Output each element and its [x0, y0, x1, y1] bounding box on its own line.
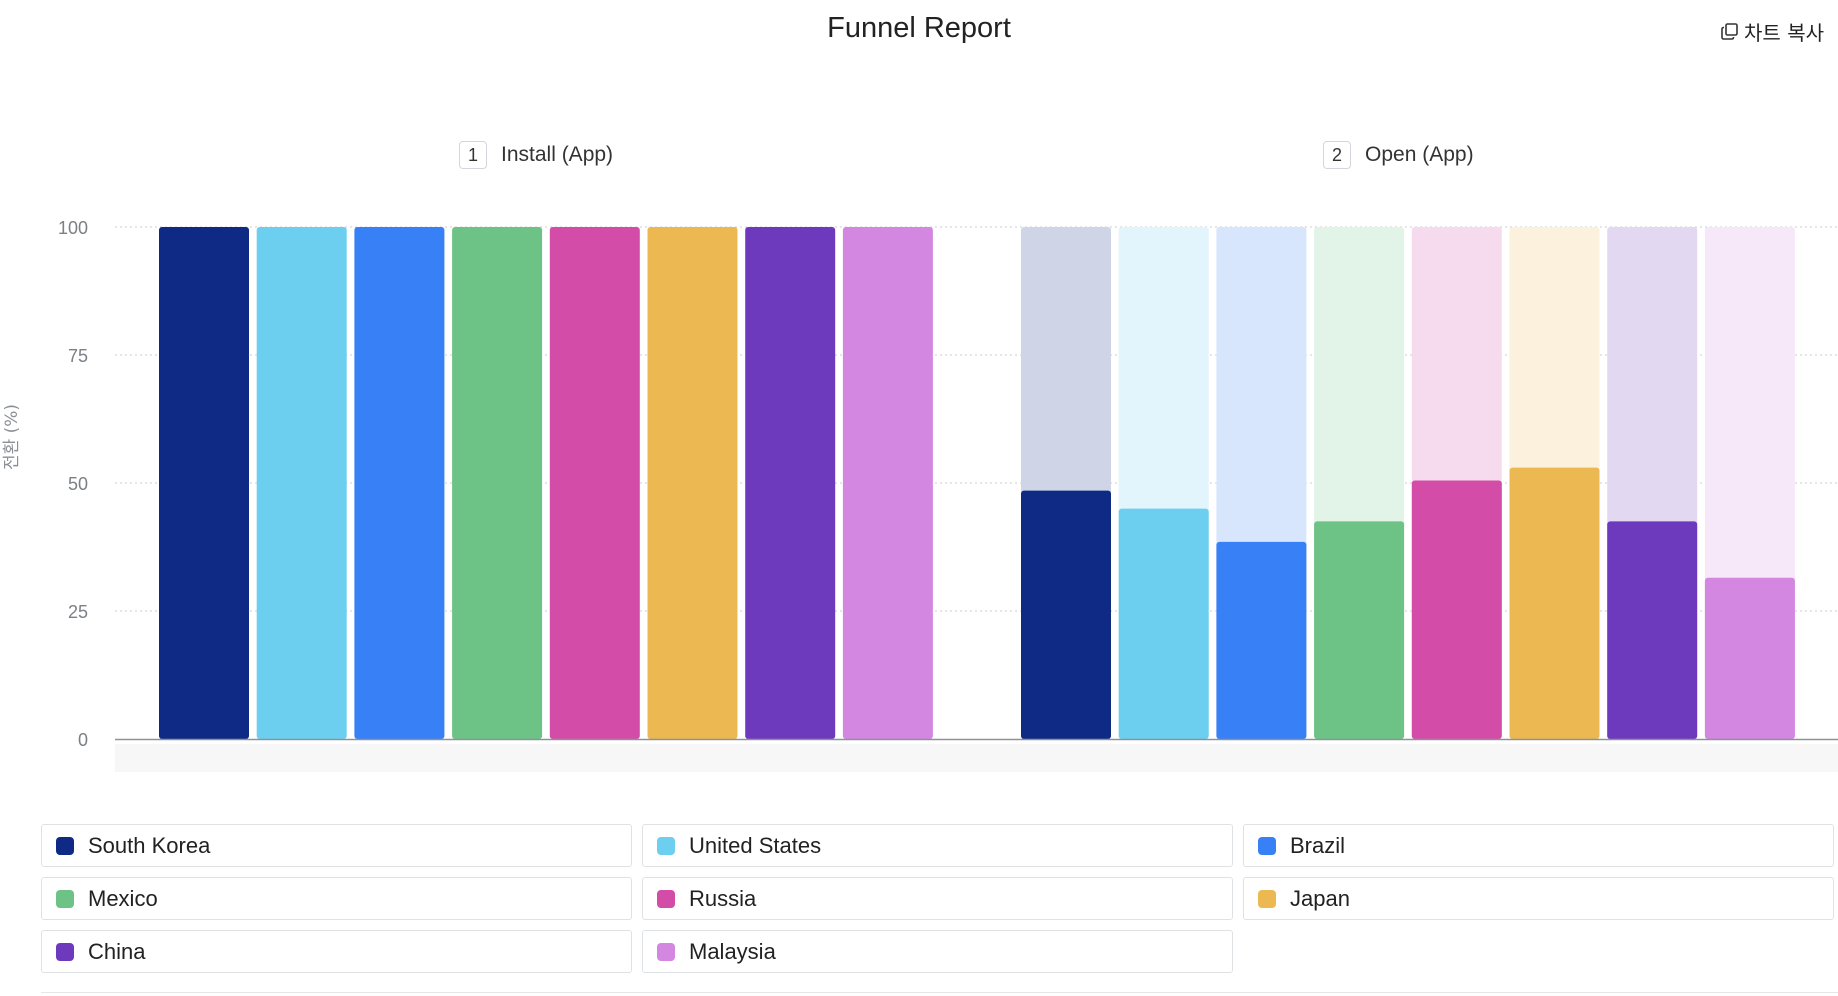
legend-label: China — [88, 938, 146, 964]
bar[interactable] — [1314, 521, 1405, 739]
bar[interactable] — [256, 227, 347, 739]
legend-item[interactable]: United States — [642, 824, 1233, 867]
chart-title: Funnel Report — [827, 12, 1011, 44]
funnel-step-open: 2 Open (App) — [1323, 141, 1474, 169]
legend-item[interactable]: China — [41, 930, 632, 973]
bar[interactable] — [1704, 577, 1795, 739]
bar[interactable] — [1607, 521, 1698, 739]
bar[interactable] — [647, 227, 738, 739]
legend-swatch — [657, 889, 675, 908]
divider — [41, 992, 1838, 993]
copy-chart-button[interactable]: 차트 복사 — [1715, 16, 1830, 46]
legend-label: Brazil — [1290, 832, 1346, 858]
y-tick-label: 0 — [78, 730, 88, 750]
legend-item[interactable]: Japan — [1243, 877, 1834, 920]
step-label: Install (App) — [501, 143, 614, 166]
step-label: Open (App) — [1365, 143, 1474, 166]
y-tick-label: 25 — [68, 602, 88, 622]
legend-label: Mexico — [88, 885, 158, 911]
legend-swatch — [657, 942, 675, 961]
copy-icon — [1721, 22, 1738, 40]
bar[interactable] — [745, 227, 836, 739]
legend-label: United States — [689, 832, 822, 858]
bar[interactable] — [159, 227, 249, 739]
bar[interactable] — [1021, 490, 1111, 739]
legend-label: Malaysia — [689, 938, 776, 964]
step-number: 1 — [459, 141, 487, 169]
legend-swatch — [56, 836, 74, 855]
bar[interactable] — [549, 227, 640, 739]
bar[interactable] — [354, 227, 445, 739]
y-axis-title: 전환 (%) — [2, 404, 22, 470]
legend-item[interactable]: Malaysia — [642, 930, 1233, 973]
legend-swatch — [657, 836, 675, 855]
horizontal-scrollbar[interactable] — [115, 744, 1838, 772]
y-tick-label: 50 — [68, 474, 88, 494]
step-number: 2 — [1323, 141, 1351, 169]
y-tick-label: 75 — [68, 346, 88, 366]
legend-item[interactable]: Russia — [642, 877, 1233, 920]
legend-item[interactable]: Brazil — [1243, 824, 1834, 867]
y-tick-label: 100 — [58, 218, 88, 238]
copy-chart-label: 차트 복사 — [1744, 20, 1824, 45]
chart-legend: South Korea United States Brazil Mexico Russ… — [41, 824, 1834, 973]
legend-swatch — [1258, 836, 1276, 855]
bar[interactable] — [452, 227, 543, 739]
bar[interactable] — [1411, 480, 1502, 739]
legend-item[interactable]: South Korea — [41, 824, 632, 867]
bar[interactable] — [1216, 541, 1307, 739]
legend-swatch — [56, 942, 74, 961]
bar[interactable] — [842, 227, 933, 739]
legend-item[interactable]: Mexico — [41, 877, 632, 920]
legend-label: Japan — [1290, 885, 1350, 911]
legend-label: South Korea — [88, 832, 211, 858]
legend-swatch — [1258, 889, 1276, 908]
legend-label: Russia — [689, 885, 757, 911]
funnel-step-install: 1 Install (App) — [459, 141, 613, 169]
funnel-bar-chart: 0 25 50 75 100 전환 (%) — [2, 218, 1838, 772]
legend-swatch — [56, 889, 74, 908]
bar[interactable] — [1118, 508, 1209, 739]
bar[interactable] — [1509, 467, 1600, 739]
